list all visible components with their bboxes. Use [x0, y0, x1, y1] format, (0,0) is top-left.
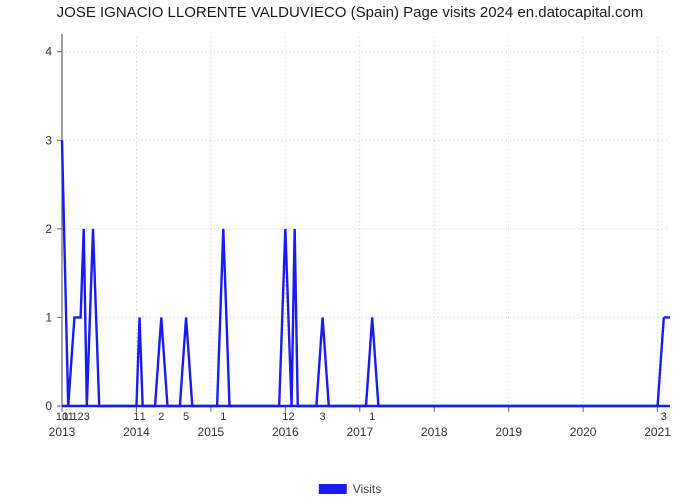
svg-text:2017: 2017	[346, 425, 373, 439]
plot-area: 0123420132014201520162017201820192020202…	[56, 28, 676, 440]
svg-text:2: 2	[288, 411, 294, 423]
svg-text:1: 1	[71, 411, 77, 423]
svg-text:2016: 2016	[272, 425, 299, 439]
svg-text:4: 4	[45, 45, 52, 59]
legend: Visits	[319, 482, 381, 496]
svg-text:5: 5	[183, 411, 189, 423]
svg-text:1: 1	[220, 411, 226, 423]
svg-text:3: 3	[661, 411, 667, 423]
chart-title: JOSE IGNACIO LLORENTE VALDUVIECO (Spain)…	[0, 4, 700, 21]
svg-text:3: 3	[45, 133, 52, 147]
svg-text:2013: 2013	[49, 425, 76, 439]
svg-text:2019: 2019	[495, 425, 522, 439]
svg-text:2: 2	[158, 411, 164, 423]
line-chart: 0123420132014201520162017201820192020202…	[56, 28, 676, 440]
svg-text:3: 3	[320, 411, 326, 423]
svg-text:2: 2	[78, 411, 84, 423]
svg-text:1: 1	[369, 411, 375, 423]
svg-text:0: 0	[45, 399, 52, 413]
svg-text:2014: 2014	[123, 425, 150, 439]
legend-label: Visits	[353, 482, 381, 496]
svg-text:2018: 2018	[421, 425, 448, 439]
chart-container: JOSE IGNACIO LLORENTE VALDUVIECO (Spain)…	[0, 0, 700, 500]
svg-text:3: 3	[84, 411, 90, 423]
svg-text:2: 2	[45, 222, 52, 236]
svg-text:1: 1	[282, 411, 288, 423]
svg-text:2021: 2021	[644, 425, 671, 439]
svg-text:2015: 2015	[198, 425, 225, 439]
legend-swatch	[319, 484, 347, 494]
svg-text:1: 1	[133, 411, 139, 423]
svg-text:2020: 2020	[570, 425, 597, 439]
svg-text:1: 1	[140, 411, 146, 423]
svg-text:1: 1	[45, 310, 52, 324]
